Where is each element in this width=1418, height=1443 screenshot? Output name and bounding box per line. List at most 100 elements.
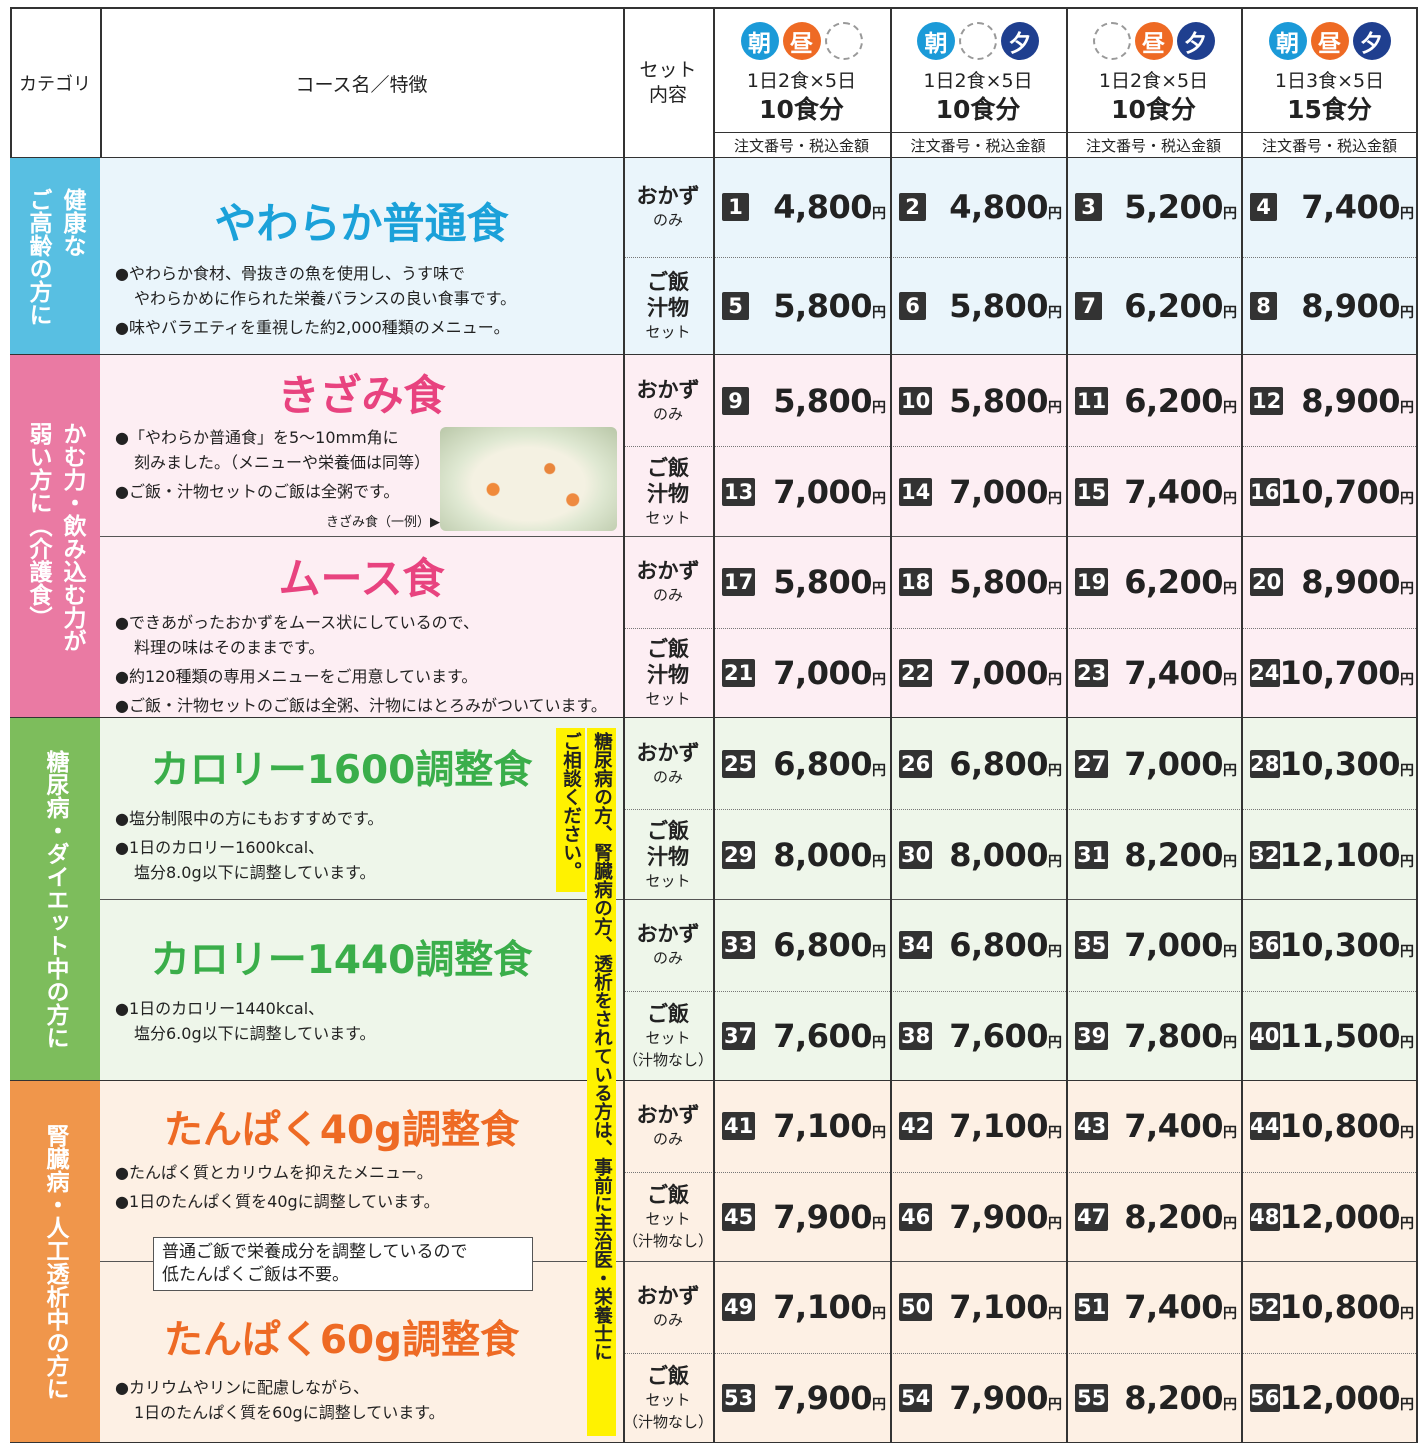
header-set-line: 内容 xyxy=(648,84,687,106)
category-label: 健康な ご高齢の方に xyxy=(21,188,89,326)
set-main: ご飯 xyxy=(647,1182,689,1207)
yen-unit: 円 xyxy=(1223,853,1237,870)
order-number: 37 xyxy=(722,1021,756,1050)
yen-unit: 円 xyxy=(872,1215,886,1232)
price: 8,200円 xyxy=(1124,1379,1237,1417)
yen-unit: 円 xyxy=(1400,490,1414,507)
order-number: 16 xyxy=(1250,477,1280,506)
set-sub: セット xyxy=(645,689,691,708)
rule xyxy=(1241,8,1243,1443)
dashed-rule xyxy=(623,1171,1418,1173)
category-cell: かむ力・飲み込む力が 弱い方に（介護食） xyxy=(10,355,100,718)
course-title: カロリー1600調整食 xyxy=(150,748,533,793)
bullet-line: 塩分6.0g以下に調整しています。 xyxy=(134,1024,376,1043)
price-cell: 1 4,800円 xyxy=(713,158,890,257)
yen-unit: 円 xyxy=(1400,304,1414,321)
price-amount: 12,000 xyxy=(1279,1197,1401,1236)
yen-unit: 円 xyxy=(872,1034,886,1051)
price-cell: 19 6,200円 xyxy=(1066,537,1241,628)
price-amount: 7,400 xyxy=(1124,653,1223,692)
rule xyxy=(713,8,715,1443)
order-number: 34 xyxy=(899,931,933,960)
price-amount: 7,100 xyxy=(773,1288,872,1327)
category-label-line: 糖尿病・ダイエット中の方に xyxy=(42,750,68,1049)
price: 12,000円 xyxy=(1280,1379,1414,1417)
price-amount: 6,200 xyxy=(1124,286,1223,325)
course-bullets: ●できあがったおかずをムース状にしているので、 料理の味はそのままです。 ●約120… xyxy=(115,610,615,718)
rule xyxy=(100,8,102,158)
plan-days: 1日2食×5日 xyxy=(1098,69,1209,92)
yen-unit: 円 xyxy=(1400,944,1414,961)
side-note: ご相談ください。 xyxy=(556,728,585,892)
set-sub: のみ xyxy=(652,404,683,423)
order-number: 53 xyxy=(722,1383,756,1412)
course-title: たんぱく60g調整食 xyxy=(163,1318,520,1363)
price-cell: 43 7,400円 xyxy=(1066,1081,1241,1172)
price-cell: 27 7,000円 xyxy=(1066,718,1241,809)
yen-unit: 円 xyxy=(1223,1125,1237,1142)
set-cell: おかず のみ xyxy=(623,537,713,628)
course-bullets: ●やわらか食材、骨抜きの魚を使用し、うす味で やわらかめに作られた栄養バランスの良… xyxy=(115,261,615,355)
price-amount: 10,700 xyxy=(1279,472,1401,511)
bullet-line: ●ご飯・汁物セットのご飯は全粥です。 xyxy=(115,482,400,501)
set-sub: （汁物なし） xyxy=(623,1050,714,1069)
order-number: 7 xyxy=(1075,291,1102,320)
price-cell: 15 7,400円 xyxy=(1066,446,1241,537)
price: 7,400円 xyxy=(1301,188,1414,226)
price-amount: 7,400 xyxy=(1301,188,1400,227)
meal-icons: 朝昼夕 xyxy=(1241,22,1418,62)
price: 6,800円 xyxy=(773,926,886,964)
price-amount: 7,900 xyxy=(949,1378,1048,1417)
bullet: ●やわらか食材、骨抜きの魚を使用し、うす味で やわらかめに作られた栄養バランスの良… xyxy=(115,261,615,311)
bullet-line: 1日のたんぱく質を60gに調整しています。 xyxy=(134,1403,445,1422)
set-sub: のみ xyxy=(652,1311,683,1330)
price-amount: 7,000 xyxy=(949,653,1048,692)
bullet: ●約120種類の専用メニューをご用意しています。 xyxy=(115,664,615,689)
bullet-line: ●「やわらか普通食」を5〜10mm角に xyxy=(115,428,399,447)
meal-icons: 昼夕 xyxy=(1066,22,1241,62)
order-number: 47 xyxy=(1075,1202,1109,1231)
price: 10,300円 xyxy=(1280,745,1414,783)
header-course: コース名／特徴 xyxy=(295,73,428,96)
price-cell: 41 7,100円 xyxy=(713,1081,890,1172)
order-number: 1 xyxy=(722,193,749,222)
price-amount: 5,800 xyxy=(949,563,1048,602)
header-category: カテゴリ xyxy=(19,74,91,95)
price-amount: 7,600 xyxy=(773,1016,872,1055)
price: 7,600円 xyxy=(949,1017,1062,1055)
price-cell: 5 5,800円 xyxy=(713,257,890,356)
meal-icon: 昼 xyxy=(1134,22,1173,60)
price-amount: 8,900 xyxy=(1301,381,1400,420)
set-main: おかず xyxy=(636,377,700,402)
bullet-line: ●できあがったおかずをムース状にしているので、 xyxy=(115,613,480,632)
yen-unit: 円 xyxy=(872,1306,886,1323)
order-number: 20 xyxy=(1250,568,1284,597)
price: 7,800円 xyxy=(1124,1017,1237,1055)
yen-unit: 円 xyxy=(1223,671,1237,688)
bullet: ●1日のたんぱく質を40gに調整しています。 xyxy=(115,1189,615,1214)
order-number: 48 xyxy=(1250,1202,1280,1231)
price-amount: 8,900 xyxy=(1301,563,1400,602)
price-amount: 7,000 xyxy=(1124,926,1223,965)
order-number: 55 xyxy=(1075,1383,1109,1412)
order-number: 10 xyxy=(899,386,933,415)
order-number: 12 xyxy=(1250,386,1284,415)
price-amount: 4,800 xyxy=(773,188,872,227)
price-cell: 48 12,000円 xyxy=(1241,1172,1418,1263)
rule xyxy=(100,899,1418,901)
bullet: ●「やわらか普通食」を5〜10mm角に 刻みました。（メニューや栄養価は同等） xyxy=(115,425,615,475)
bullet: ●カリウムやリンに配慮しながら、 1日のたんぱく質を60gに調整しています。 xyxy=(115,1375,615,1425)
price-cell: 32 12,100円 xyxy=(1241,809,1418,900)
header-set: セット 内容 xyxy=(623,8,713,158)
order-number: 30 xyxy=(899,840,933,869)
category-label-line: かむ力・飲み込む力が xyxy=(59,421,85,652)
price: 6,200円 xyxy=(1124,287,1237,325)
side-note-text: ご相談ください。 xyxy=(560,732,582,880)
price-cell: 4 7,400円 xyxy=(1241,158,1418,257)
price: 4,800円 xyxy=(949,188,1062,226)
price: 8,000円 xyxy=(949,836,1062,874)
plan-count: 10食分 xyxy=(935,95,1021,124)
plan-days: 1日3食×5日 xyxy=(1274,69,1385,92)
set-main: おかず xyxy=(636,740,700,765)
price-cell: 7 6,200円 xyxy=(1066,257,1241,356)
